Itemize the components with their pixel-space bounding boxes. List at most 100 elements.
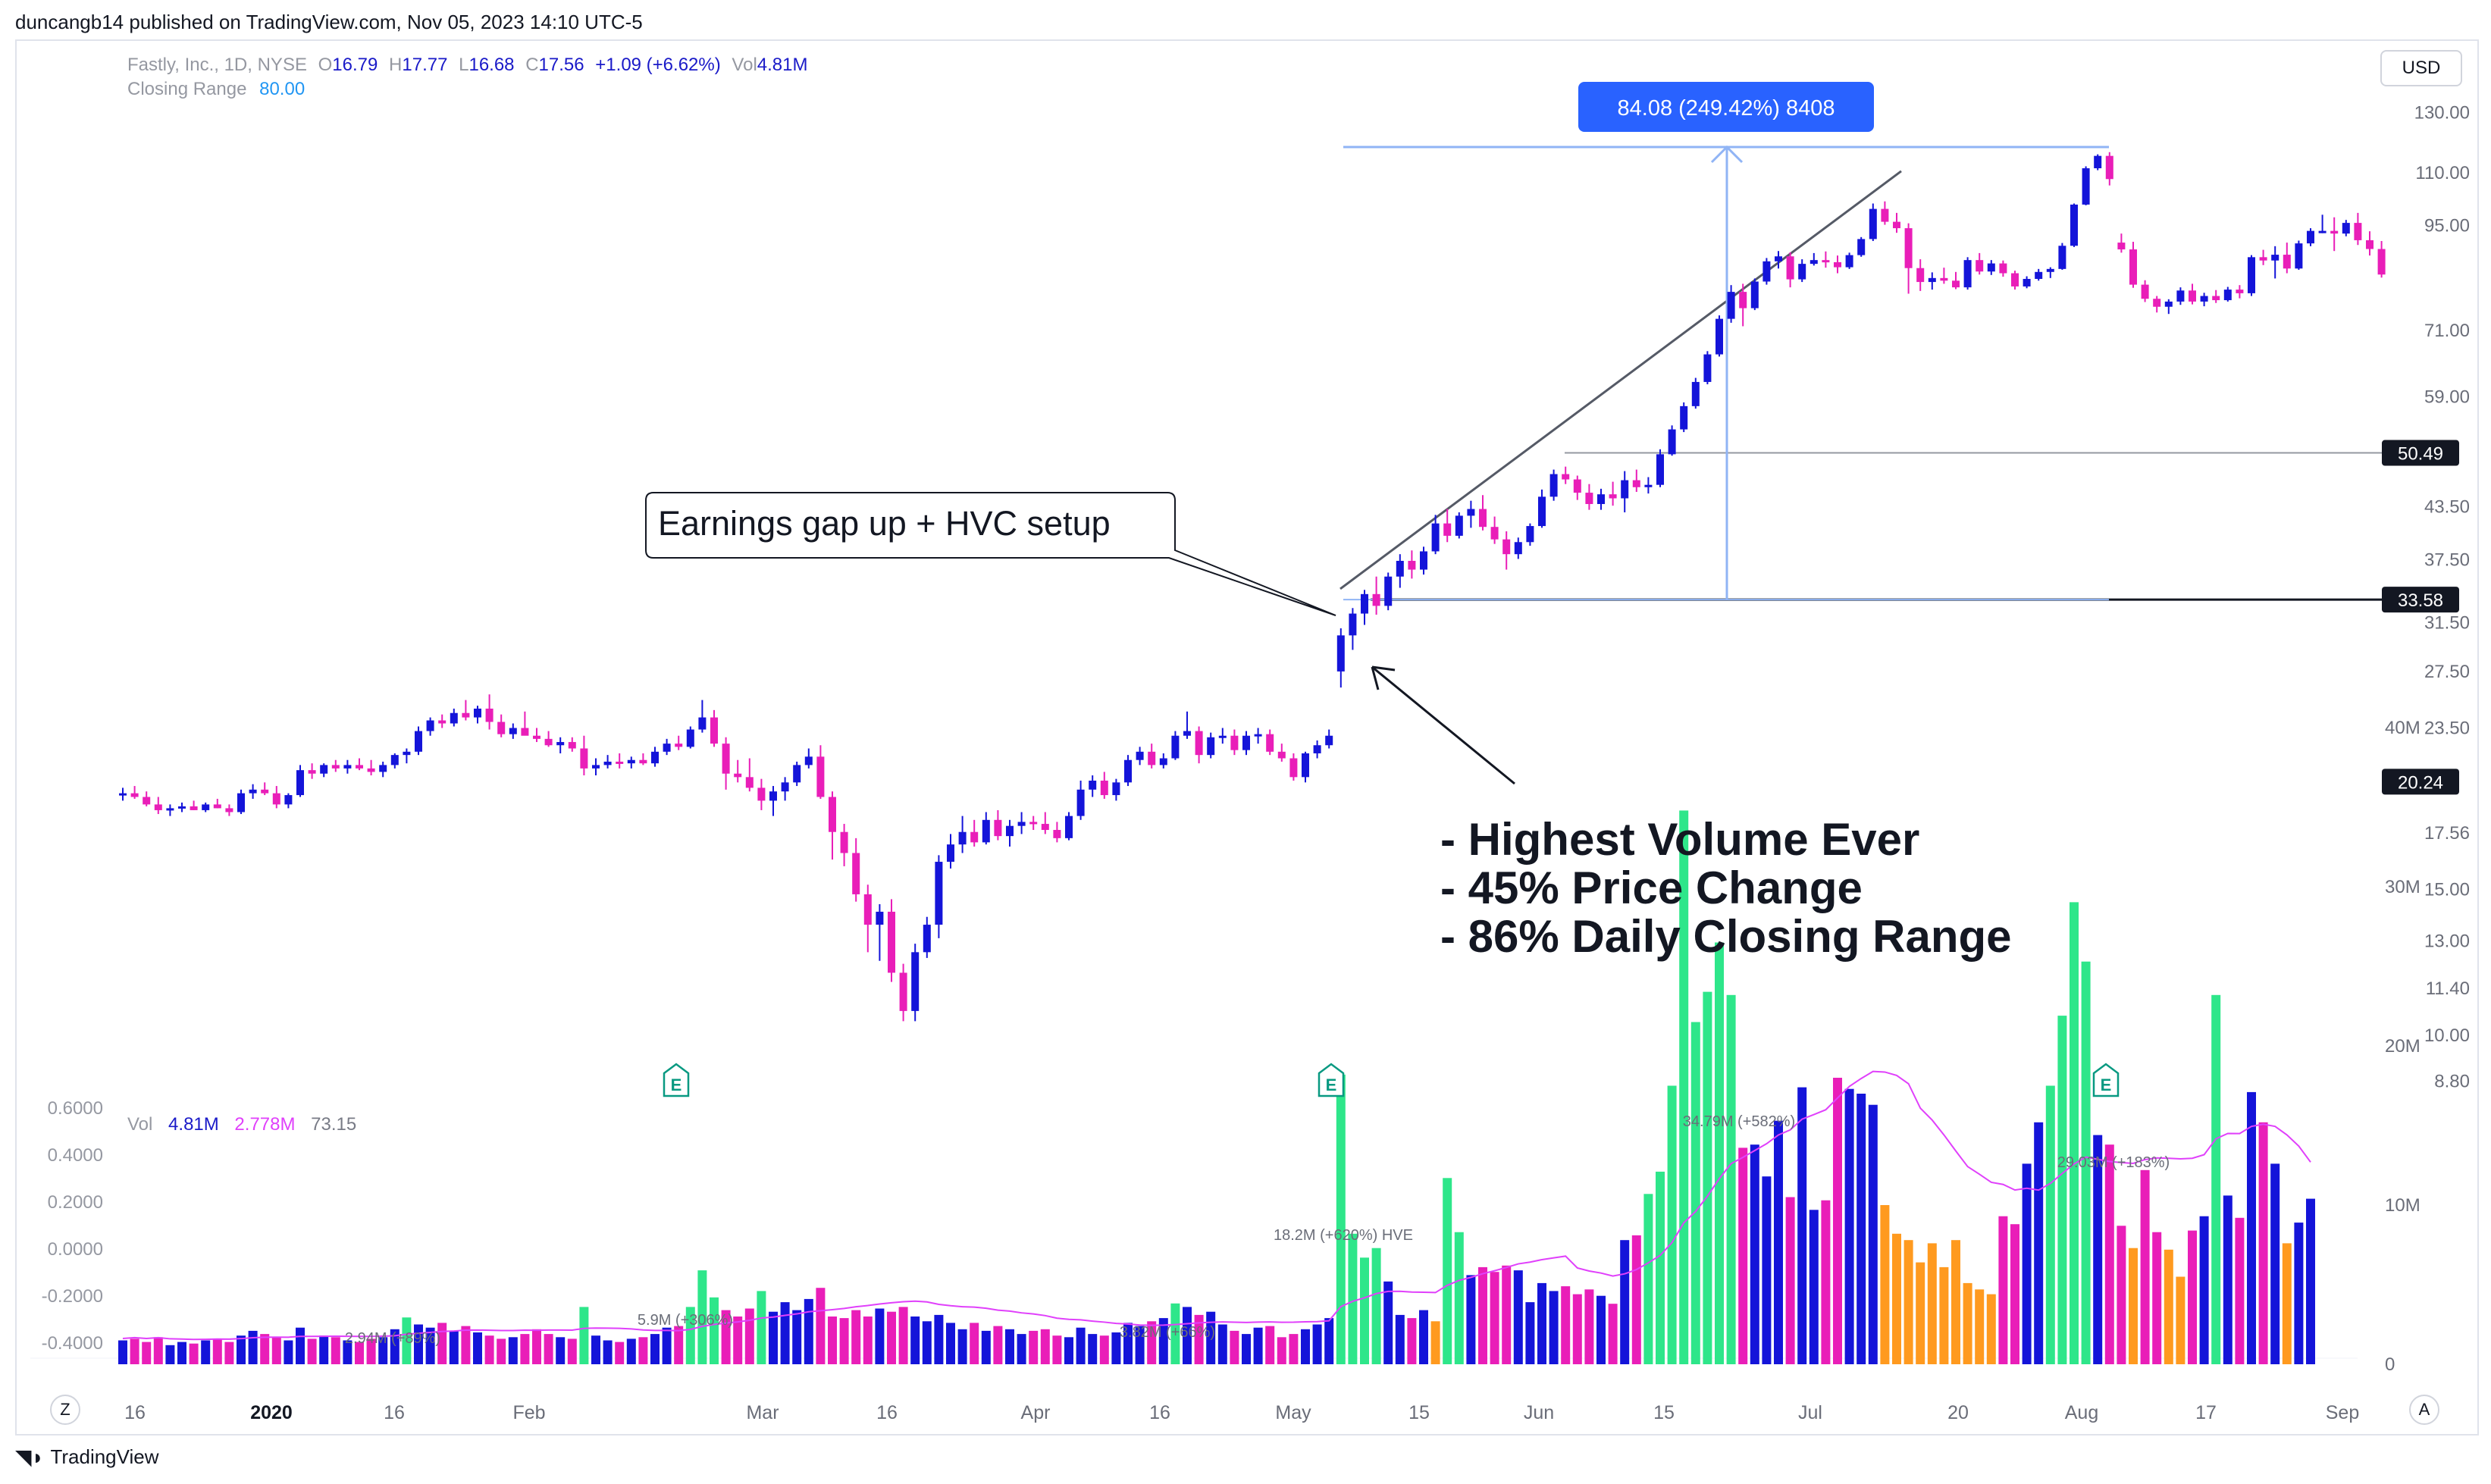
candle-body (2307, 230, 2314, 244)
candle-body (415, 731, 422, 752)
currency-button[interactable]: USD (2380, 50, 2462, 86)
candle-body (2295, 243, 2303, 269)
a-button[interactable]: A (2409, 1395, 2439, 1425)
candle-body (1408, 560, 1416, 570)
candle-body (509, 728, 517, 734)
volume-bar (177, 1342, 186, 1364)
volume-bar (118, 1340, 127, 1364)
candle-body (202, 804, 210, 810)
candle-body (1502, 539, 1511, 555)
price-tick-label: 37.50 (2424, 550, 2470, 571)
candle-body (1762, 261, 1771, 282)
candle-body (1597, 494, 1605, 505)
volume-bar (1833, 1078, 1842, 1364)
volume-bar (957, 1329, 967, 1364)
candle-body (2200, 296, 2208, 302)
volume-bar (1170, 1303, 1180, 1364)
measure-label-box (1578, 82, 1874, 132)
candle-body (2117, 243, 2126, 250)
volume-bar (1561, 1286, 1571, 1364)
candle-body (804, 756, 813, 765)
candle-body (2153, 299, 2161, 307)
volume-bar (260, 1334, 270, 1364)
earnings-marker-label: E (2101, 1075, 2112, 1094)
volume-bar (674, 1326, 684, 1364)
volume-bar (2152, 1232, 2162, 1364)
volume-bar (544, 1334, 553, 1364)
volume-bar (1856, 1094, 1866, 1364)
volume-bar (153, 1337, 163, 1364)
volume-legend[interactable]: Vol 4.81M 2.778M 73.15 (127, 1114, 356, 1135)
volume-bar (2045, 1085, 2055, 1364)
volume-bar (2010, 1224, 2019, 1364)
time-tick-label: 15 (1408, 1402, 1430, 1423)
candle-body (2271, 255, 2280, 261)
candle-body (1621, 480, 1629, 499)
volume-bar (1951, 1240, 1960, 1364)
open-value: 16.79 (332, 55, 378, 75)
z-button[interactable]: Z (50, 1395, 80, 1425)
volume-bar (1099, 1335, 1109, 1364)
candle-body (2070, 204, 2078, 246)
tradingview-logo[interactable]: ◥◗ TradingView (15, 1445, 159, 1470)
time-tick-label: 16 (876, 1402, 898, 1423)
volume-bar (1052, 1335, 1062, 1364)
candle-body (958, 831, 967, 845)
candle-body (1526, 526, 1534, 543)
candle-body (544, 738, 553, 746)
volume-bar (567, 1338, 577, 1364)
candle-body (603, 761, 612, 765)
candle-body (1302, 753, 1309, 778)
candle-body (1490, 527, 1499, 540)
tradingview-mark-icon: ◥◗ (15, 1445, 45, 1469)
oscillator-tick-label: 0.4000 (48, 1145, 103, 1166)
candle-body (923, 925, 931, 953)
symbol-legend[interactable]: Fastly, Inc., 1D, NYSE O16.79 H17.77 L16… (127, 55, 807, 76)
indicator-legend[interactable]: Closing Range 80.00 (127, 79, 305, 100)
volume-bar (343, 1340, 352, 1364)
candle-body (2366, 240, 2374, 249)
candle-body (982, 819, 990, 843)
candle-body (2236, 290, 2244, 293)
volume-bar (2258, 1122, 2268, 1364)
price-badge (2382, 587, 2459, 613)
candle-body (1230, 735, 1239, 750)
volume-bar (934, 1314, 944, 1364)
earnings-marker-icon (2092, 1063, 2120, 1097)
time-tick-label: 20 (1947, 1402, 1969, 1423)
volume-bar (2093, 1135, 2103, 1364)
volume-bar (626, 1338, 636, 1364)
candle-body (663, 744, 671, 752)
volume-bar (461, 1326, 471, 1364)
candle-body (1656, 454, 1664, 485)
volume-bar (1360, 1257, 1369, 1364)
close-label: C (525, 55, 539, 75)
volume-bar (1797, 1087, 1807, 1364)
oscillator-tick-label: -0.2000 (42, 1286, 103, 1307)
price-tick-label: 23.50 (2424, 719, 2470, 739)
candle-body (1904, 228, 1913, 268)
symbol-name: Fastly, Inc., 1D, NYSE (127, 55, 307, 75)
candle-body (1183, 731, 1191, 736)
candle-body (426, 720, 434, 731)
time-tick-label: 2020 (250, 1402, 293, 1423)
oscillator-axis: 0.6000 0.4000 0.2000 0.0000 -0.2000 -0.4000 (42, 1098, 103, 1354)
volume-ma (122, 1070, 2311, 1341)
annotation-line: - 45% Price Change (1440, 863, 1863, 913)
volume-tick-label: 20M (2385, 1036, 2420, 1057)
candle-body (1479, 509, 1487, 528)
candle-body (1869, 208, 1877, 240)
volume-bar (2117, 1226, 2126, 1364)
candle-body (119, 793, 127, 796)
candle-body (840, 831, 848, 853)
volume-bar (1076, 1327, 1086, 1364)
volume-bar (508, 1337, 518, 1364)
candle-body (1171, 735, 1180, 759)
volume-bar (1513, 1270, 1523, 1364)
volume-bar (331, 1337, 340, 1364)
candle-body (2342, 223, 2350, 234)
candle-body (1845, 255, 1853, 268)
oscillator-tick-label: 0.0000 (48, 1239, 103, 1260)
volume-bar (1572, 1294, 1582, 1364)
